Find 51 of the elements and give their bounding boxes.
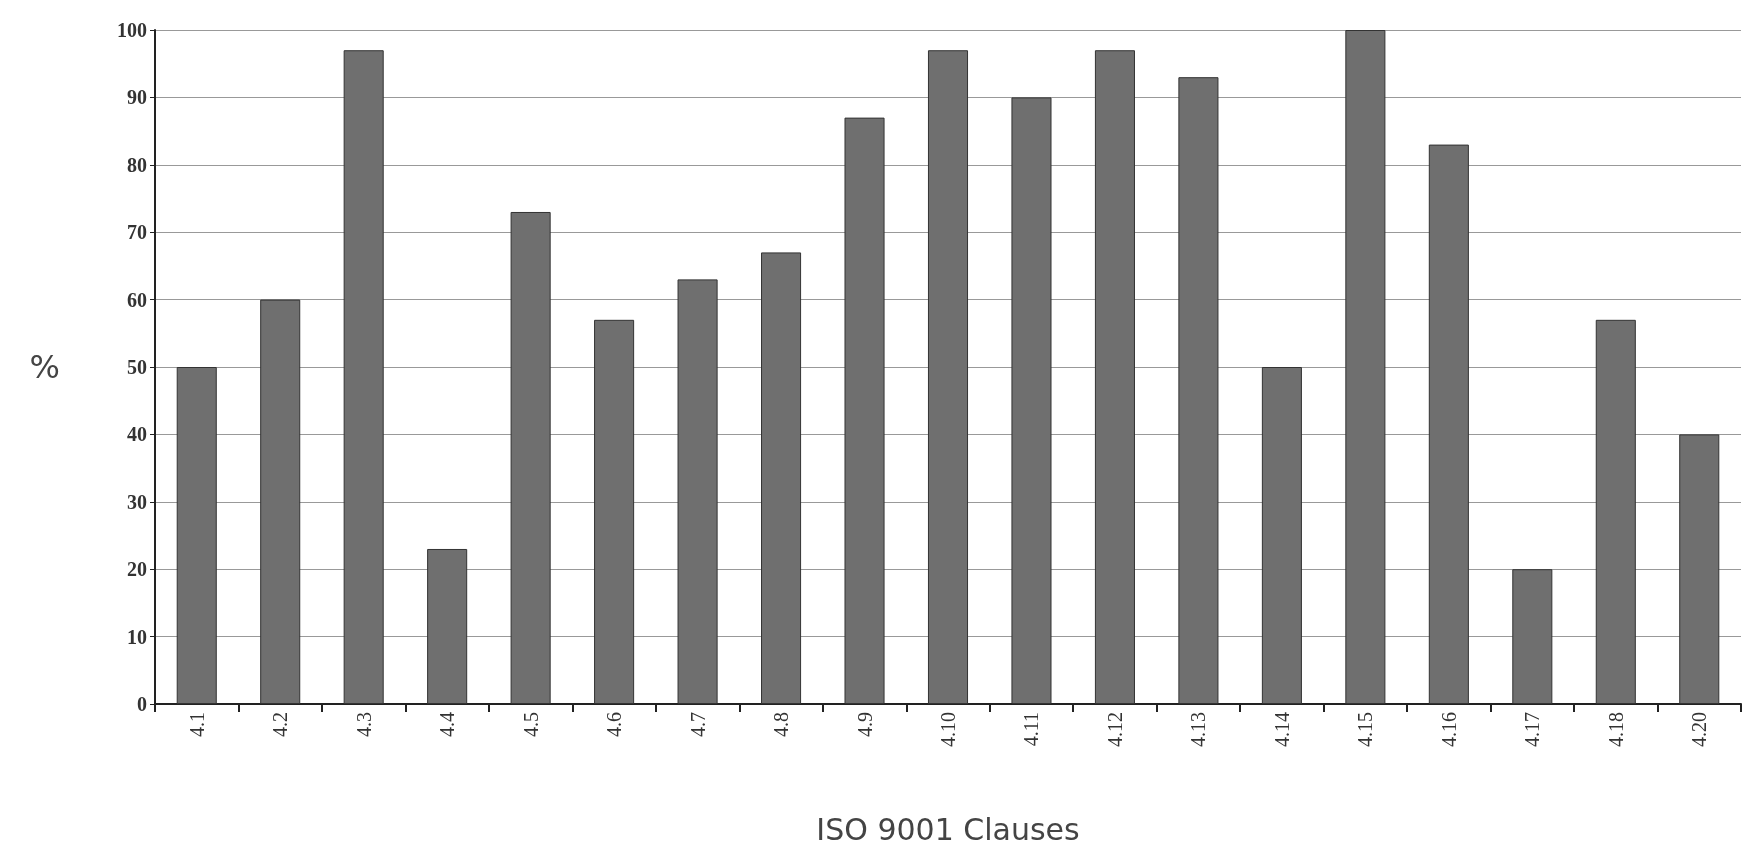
bar bbox=[1011, 97, 1052, 704]
y-tick-label: 90 bbox=[127, 86, 147, 109]
bar bbox=[1595, 319, 1636, 704]
bar bbox=[510, 211, 551, 704]
x-tick-label: 4.13 bbox=[1187, 712, 1210, 747]
bar bbox=[844, 117, 885, 704]
y-tick-label: 80 bbox=[127, 153, 147, 176]
x-tick-label: 4.2 bbox=[269, 712, 292, 737]
x-tick-label: 4.9 bbox=[853, 712, 876, 737]
bar bbox=[343, 50, 384, 704]
bar bbox=[260, 299, 301, 704]
bar bbox=[1178, 77, 1219, 704]
x-tick-label: 4.10 bbox=[937, 712, 959, 747]
bar bbox=[677, 279, 718, 704]
bar bbox=[1428, 144, 1469, 704]
bar bbox=[1512, 569, 1553, 704]
x-tick-label: 4.20 bbox=[1688, 712, 1711, 747]
x-tick-label: 4.14 bbox=[1270, 712, 1293, 747]
x-tick-label: 4.7 bbox=[686, 712, 709, 737]
x-tick-label: 4.1 bbox=[185, 712, 208, 737]
x-tick-label: 4.11 bbox=[1020, 712, 1043, 747]
bar bbox=[1094, 50, 1135, 704]
bar bbox=[594, 319, 635, 704]
y-tick-label: 20 bbox=[127, 558, 147, 581]
x-axis-title: ISO 9001 Clauses bbox=[816, 811, 1080, 847]
y-axis-title: % bbox=[29, 348, 60, 386]
x-tick-label: 4.17 bbox=[1521, 712, 1544, 747]
bar bbox=[176, 367, 217, 704]
x-tick-label: 4.3 bbox=[352, 712, 375, 737]
y-tick-label: 60 bbox=[127, 288, 147, 311]
x-tick-label: 4.16 bbox=[1437, 712, 1460, 747]
bar bbox=[427, 548, 468, 704]
x-tick-label: 4.15 bbox=[1354, 712, 1377, 747]
y-tick-label: 30 bbox=[127, 490, 147, 513]
y-tick-label: 70 bbox=[127, 221, 147, 244]
x-tick-label: 4.8 bbox=[770, 712, 793, 737]
bar bbox=[761, 252, 802, 704]
bar bbox=[1679, 434, 1720, 704]
y-tick-label: 0 bbox=[137, 693, 147, 715]
bar bbox=[927, 50, 969, 704]
x-tick-label: 4.18 bbox=[1604, 712, 1627, 747]
y-tick-label: 40 bbox=[127, 423, 147, 446]
bar bbox=[1345, 30, 1386, 704]
y-tick-label: 50 bbox=[127, 356, 147, 378]
y-tick-label: 10 bbox=[127, 625, 147, 648]
x-tick-label: 4.5 bbox=[519, 712, 542, 737]
x-tick-label: 4.4 bbox=[436, 712, 459, 737]
bar bbox=[1261, 367, 1302, 704]
y-tick-label: 100 bbox=[117, 19, 147, 41]
x-tick-label: 4.12 bbox=[1103, 712, 1126, 747]
x-tick-label: 4.6 bbox=[603, 712, 626, 737]
